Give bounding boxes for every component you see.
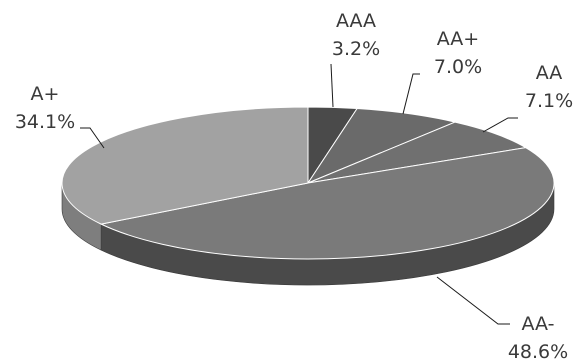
leader-line-1 (402, 73, 420, 115)
slice-label-2: AA (536, 62, 563, 84)
slice-value-2: 7.1% (525, 90, 573, 112)
leader-lines (80, 63, 518, 325)
slice-value-0: 3.2% (332, 38, 380, 60)
pie-slice-1 (307, 108, 456, 184)
leader-line-2 (482, 117, 518, 133)
slice-label-0: AAA (336, 10, 376, 32)
leader-line-3 (436, 276, 510, 325)
leader-line-0 (330, 63, 334, 108)
slice-labels: AAA 3.2% AA+ 7.0% AA 7.1% AA- 48.6% A+ 34.1% (15, 10, 573, 363)
slice-label-3: AA- (522, 313, 555, 335)
slice-value-1: 7.0% (434, 56, 482, 78)
pie-slice-3 (100, 147, 555, 260)
pie-slice-2 (307, 121, 527, 184)
pie-slices (61, 106, 555, 260)
slice-value-3: 48.6% (508, 341, 568, 363)
leader-line-4 (80, 127, 105, 149)
pie-slice-4 (61, 106, 309, 225)
slice-label-4: A+ (31, 83, 60, 105)
slice-label-1: AA+ (437, 28, 479, 50)
slice-value-4: 34.1% (15, 111, 75, 133)
